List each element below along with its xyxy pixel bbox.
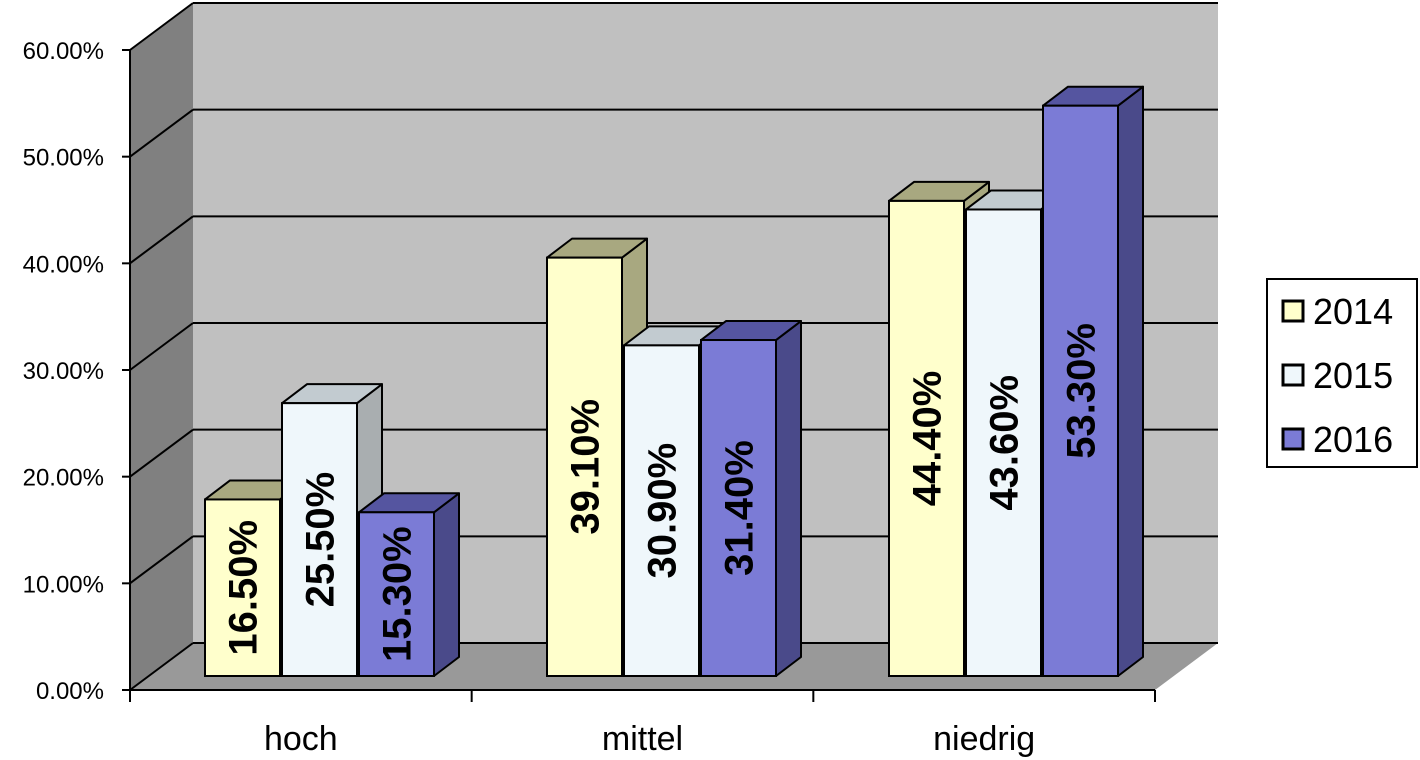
bar-group: 53.30%: [1042, 85, 1144, 677]
y-tick-label: 20.00%: [23, 465, 104, 492]
bar-group: 31.40%: [700, 320, 802, 677]
y-tick-label: 30.00%: [23, 358, 104, 385]
data-label: 39.10%: [564, 399, 608, 535]
bar: [281, 402, 358, 677]
data-label: 30.90%: [641, 443, 685, 579]
x-category-label: hoch: [264, 720, 338, 758]
data-label: 25.50%: [299, 472, 343, 608]
legend-label: 2014: [1313, 291, 1393, 332]
gridline-side: [129, 535, 194, 585]
bar: [888, 199, 965, 677]
bar-side: [775, 320, 802, 677]
gridline-side: [129, 2, 194, 51]
gridline-side: [129, 642, 194, 691]
gridline-side: [129, 428, 194, 478]
data-label: 53.30%: [1060, 323, 1104, 459]
legend-swatch: [1281, 363, 1305, 387]
axes: 0.00% 10.00% 20.00% 30.00% 40.00% 50.00% 60.00…: [23, 38, 1156, 758]
y-tick-label: 60.00%: [23, 38, 104, 65]
gridline-side: [129, 108, 194, 158]
bar-side: [1117, 85, 1144, 677]
legend-label: 2016: [1313, 419, 1393, 460]
y-tick-label: 10.00%: [23, 571, 104, 598]
bar: [358, 511, 435, 677]
bar: [965, 208, 1042, 677]
gridline-side: [129, 215, 194, 265]
data-label: 31.40%: [718, 440, 762, 576]
legend-swatch: [1281, 427, 1305, 451]
x-category-label: mittel: [602, 720, 683, 758]
gridline-side: [129, 322, 194, 371]
bars: 16.50% 25.50% 15.30% 39.10% 30.90% 31.40% 44.4…: [204, 85, 1144, 678]
y-tick-label: 50.00%: [23, 145, 104, 172]
bar-side: [433, 492, 460, 677]
bar: [204, 498, 281, 678]
bar: [623, 344, 700, 677]
data-label: 16.50%: [222, 520, 266, 656]
bar: [700, 339, 777, 677]
bar: [1042, 104, 1119, 677]
legend-label: 2015: [1313, 355, 1393, 396]
legend: 2014 2015 2016: [1266, 278, 1418, 468]
y-tick-label: 40.00%: [23, 251, 104, 278]
legend-swatch: [1281, 299, 1305, 323]
y-tick-label: 0.00%: [36, 678, 104, 705]
bar-group: 15.30%: [358, 492, 460, 677]
data-label: 15.30%: [376, 526, 420, 662]
data-label: 44.40%: [906, 371, 950, 507]
data-label: 43.60%: [983, 375, 1027, 511]
x-category-label: niedrig: [933, 720, 1035, 758]
bar: [546, 256, 623, 677]
